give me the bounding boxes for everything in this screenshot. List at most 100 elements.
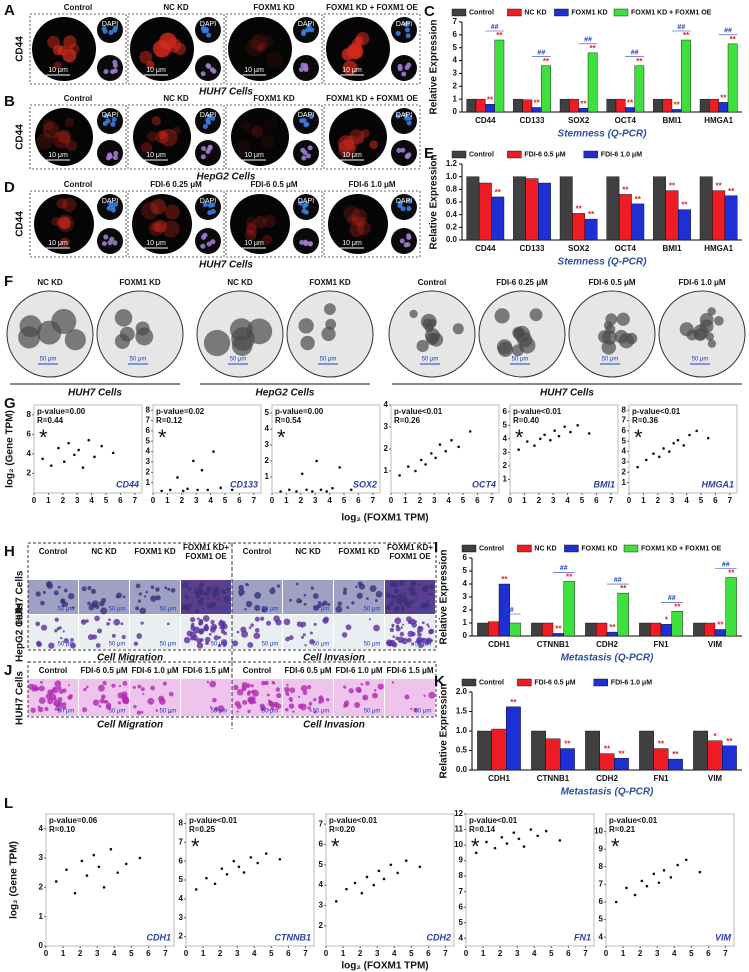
nucleus — [205, 149, 211, 155]
sphere — [513, 325, 531, 343]
scale-label: 50 μm — [313, 607, 330, 613]
cell — [209, 706, 213, 709]
x-tick-label: 2 — [78, 949, 83, 958]
point — [194, 888, 198, 891]
cell — [327, 602, 331, 607]
point — [80, 859, 84, 863]
point — [278, 857, 282, 861]
cell — [360, 682, 364, 686]
image-title: FDI-6 0.5 μM — [250, 180, 297, 189]
nucleus — [202, 202, 208, 208]
cell — [202, 615, 210, 622]
bar — [578, 107, 589, 113]
cell — [318, 695, 324, 701]
y-tick-label: 4 — [265, 424, 270, 433]
cell — [342, 590, 347, 595]
caption: Cell Migration — [97, 653, 163, 664]
cell — [70, 642, 76, 649]
point — [200, 468, 204, 472]
legend-swatch — [593, 678, 608, 687]
point — [662, 869, 666, 872]
y-tick-label: 2 — [39, 882, 44, 891]
cell — [351, 601, 355, 605]
plot-frame — [465, 813, 595, 947]
point — [695, 429, 698, 433]
significance: ** — [580, 99, 587, 108]
cell — [335, 605, 343, 613]
point — [557, 434, 561, 438]
nucleus — [111, 117, 117, 123]
point — [563, 425, 567, 428]
point — [160, 489, 163, 493]
x-tick-label: 7 — [728, 496, 733, 505]
point — [73, 891, 77, 895]
point — [517, 448, 520, 451]
nucleus — [108, 30, 114, 36]
point — [645, 884, 649, 888]
y-tick-label: 4 — [599, 932, 604, 941]
point — [688, 433, 691, 437]
x-tick-label: 6 — [146, 949, 151, 958]
inset-field — [391, 55, 417, 81]
legend-label: FDI-6 0.5 μM — [524, 151, 565, 158]
x-tick-label: 0 — [32, 496, 37, 505]
r-value: R=0.44 — [37, 416, 64, 425]
point — [668, 450, 671, 453]
point — [87, 438, 91, 442]
cell — [288, 635, 294, 641]
cell — [391, 642, 398, 648]
bar — [596, 622, 608, 637]
nucleus — [102, 28, 108, 34]
bar — [709, 98, 719, 113]
cell — [286, 693, 290, 697]
nucleus — [103, 113, 109, 119]
scale-label: 50 μm — [262, 709, 279, 715]
significance: ## — [506, 607, 514, 614]
nucleus — [202, 124, 208, 130]
cell-stain — [53, 61, 62, 70]
cell — [318, 700, 322, 704]
image-title: FDI-6 1.5 μM — [182, 666, 229, 675]
cell — [288, 703, 295, 709]
nucleus — [206, 32, 212, 38]
cell — [369, 585, 377, 593]
sphere — [618, 333, 635, 349]
bar — [466, 176, 480, 241]
cell — [145, 590, 149, 594]
sphere — [416, 339, 429, 353]
panel-label: B — [4, 93, 15, 110]
cell — [116, 592, 122, 599]
cell — [421, 637, 428, 644]
x-tick-label: OCT4 — [615, 244, 637, 253]
bar — [525, 178, 539, 241]
cell — [191, 622, 195, 627]
p-value: p-value<0.01 — [609, 816, 658, 825]
image-field — [228, 17, 292, 81]
y-axis-label: Relative Expression — [439, 549, 450, 644]
cell — [425, 638, 431, 643]
bar — [485, 104, 495, 113]
point — [444, 449, 448, 453]
cell — [208, 632, 212, 636]
bar — [606, 631, 619, 637]
x-tick-label: 5 — [549, 949, 554, 958]
y-tick-label: 2 — [27, 469, 32, 478]
r-value: R=0.36 — [632, 416, 659, 425]
cell-stain — [56, 214, 75, 233]
point — [633, 893, 637, 897]
image-field — [35, 108, 93, 166]
nucleus — [303, 209, 309, 215]
cell — [210, 605, 214, 609]
cell — [395, 624, 400, 629]
point — [657, 455, 661, 459]
cell — [296, 598, 302, 604]
cell — [283, 618, 291, 626]
cell — [63, 588, 68, 593]
nucleus — [404, 27, 410, 33]
cell — [393, 588, 399, 594]
cell — [57, 707, 61, 712]
cell — [140, 621, 144, 625]
bar — [699, 176, 713, 241]
x-tick-label: 0 — [44, 949, 49, 958]
